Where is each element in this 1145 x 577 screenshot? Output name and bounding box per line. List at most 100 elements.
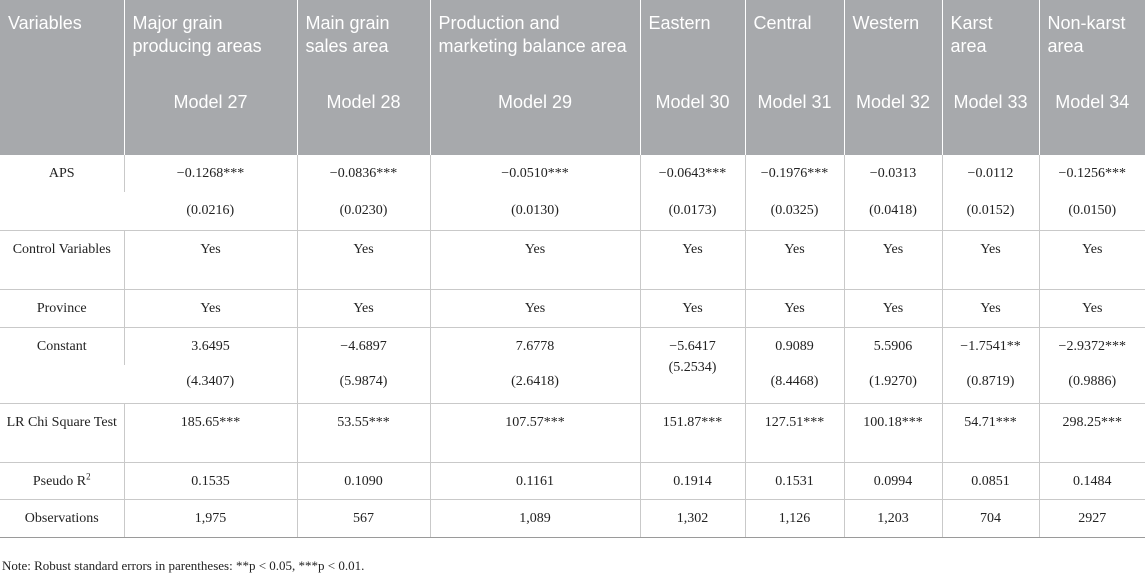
pseudo-r-label: Pseudo R [32,473,87,489]
cell-pseudo: 0.1535 [123,462,297,500]
cell-aps-se: (0.0150) [1038,192,1145,231]
cell-constant-se: (5.9874) [296,365,430,404]
cell-lr: 151.87*** [639,403,745,463]
cell-pseudo: 0.1914 [639,462,745,500]
cell-pseudo: 0.1531 [744,462,844,500]
model-header: Model 32 [843,83,942,155]
cell-constant-coef: −1.7541** [941,327,1039,365]
col-header: Major grain producing areas [123,0,297,83]
cell-obs: 1,302 [639,499,745,538]
cell-constant-coef: −5.6417 [669,338,716,354]
cell-aps-coef: −0.0510*** [429,155,640,192]
cell-province: Yes [123,289,297,328]
cell-lr: 298.25*** [1038,403,1145,463]
table-row-pseudo-r2: Pseudo R2 0.1535 0.1090 0.1161 0.1914 0.… [0,462,1145,500]
cell-province: Yes [639,289,745,328]
table-row-constant: Constant 3.6495 −4.6897 7.6778 −5.6417 (… [0,327,1145,404]
cell-constant-se: (8.4468) [744,365,844,404]
model-header: Model 28 [296,83,430,155]
col-header: Central [744,0,844,83]
table-row-observations: Observations 1,975 567 1,089 1,302 1,126… [0,499,1145,538]
col-header: Eastern [639,0,745,83]
cell-province: Yes [744,289,844,328]
cell-pseudo: 0.1090 [296,462,430,500]
cell-control: Yes [843,230,942,290]
cell-constant-se: (1.9270) [843,365,942,404]
row-label-control: Control Variables [0,230,124,290]
variables-header: Variables [0,0,124,83]
cell-constant-coef: −4.6897 [296,327,430,365]
cell-aps-coef: −0.0643*** [639,155,745,192]
cell-aps-coef: −0.1256*** [1038,155,1145,192]
model-header: Model 29 [429,83,640,155]
cell-constant-se: (0.8719) [941,365,1039,404]
model-header: Model 31 [744,83,844,155]
model-header: Model 34 [1038,83,1145,155]
cell-aps-coef: −0.1268*** [123,155,297,192]
cell-constant-coef: 7.6778 [429,327,640,365]
cell-control: Yes [1038,230,1145,290]
cell-obs: 1,975 [123,499,297,538]
cell-aps-se: (0.0325) [744,192,844,231]
cell-obs: 567 [296,499,430,538]
cell-province: Yes [429,289,640,328]
cell-obs: 1,089 [429,499,640,538]
pseudo-r-superscript: 2 [86,470,91,481]
cell-constant-coef: 5.5906 [843,327,942,365]
cell-province: Yes [1038,289,1145,328]
header-row-models: Model 27 Model 28 Model 29 Model 30 Mode… [0,83,1145,155]
cell-constant-se: (5.2534) [668,359,717,375]
cell-province: Yes [843,289,942,328]
cell-pseudo: 0.1161 [429,462,640,500]
cell-constant-se: (4.3407) [124,365,297,404]
cell-aps-coef: −0.1976*** [744,155,844,192]
row-label-lr: LR Chi Square Test [0,403,124,463]
cell-aps-coef: −0.0836*** [296,155,430,192]
header-row-groups: Variables Major grain producing areas Ma… [0,0,1145,83]
cell-province: Yes [941,289,1039,328]
col-header: Main grain sales area [296,0,430,83]
header-blank [0,83,124,155]
table-row-aps-se: (0.0216) (0.0230) (0.0130) (0.0173) (0.0… [0,192,1145,231]
cell-aps-se: (0.0216) [124,192,297,231]
table-note: Note: Robust standard errors in parenthe… [2,558,365,573]
cell-pseudo: 0.1484 [1038,462,1145,500]
cell-lr: 54.71*** [941,403,1039,463]
cell-lr: 107.57*** [429,403,640,463]
cell-obs: 704 [941,499,1039,538]
model-header: Model 33 [941,83,1039,155]
cell-control: Yes [123,230,297,290]
row-label-constant: Constant [0,327,124,404]
cell-aps-se: (0.0130) [429,192,640,231]
cell-aps-coef: −0.0313 [843,155,942,192]
cell-lr: 127.51*** [744,403,844,463]
row-label-observations: Observations [0,499,124,538]
cell-aps-se: (0.0152) [941,192,1039,231]
cell-constant-se: (2.6418) [429,365,640,404]
cell-pseudo: 0.0994 [843,462,942,500]
col-header: Production and marketing balance area [429,0,640,83]
cell-lr: 185.65*** [123,403,297,463]
cell-aps-se: (0.0173) [639,192,745,231]
cell-constant-se: (0.9886) [1038,365,1145,404]
row-label-aps: APS [0,155,124,231]
cell-pseudo: 0.0851 [941,462,1039,500]
table-row-lr-test: LR Chi Square Test 185.65*** 53.55*** 10… [0,403,1145,463]
cell-obs: 1,126 [744,499,844,538]
regression-table: Variables Major grain producing areas Ma… [0,0,1145,538]
col-header: Karst area [941,0,1039,83]
cell-control: Yes [429,230,640,290]
cell-control: Yes [744,230,844,290]
cell-aps-se: (0.0230) [296,192,430,231]
cell-constant-eastern: −5.6417 (5.2534) [639,327,745,404]
table-row-control: Control Variables Yes Yes Yes Yes Yes Ye… [0,230,1145,290]
cell-control: Yes [639,230,745,290]
cell-obs: 2927 [1038,499,1145,538]
table-row-aps: APS −0.1268*** −0.0836*** −0.0510*** −0.… [0,155,1145,231]
table-row-province: Province Yes Yes Yes Yes Yes Yes Yes Yes [0,289,1145,328]
row-label-pseudo-r2: Pseudo R2 [0,462,124,500]
cell-obs: 1,203 [843,499,942,538]
model-header: Model 27 [123,83,297,155]
col-header: Non-karst area [1038,0,1145,83]
cell-constant-coef: 0.9089 [744,327,844,365]
